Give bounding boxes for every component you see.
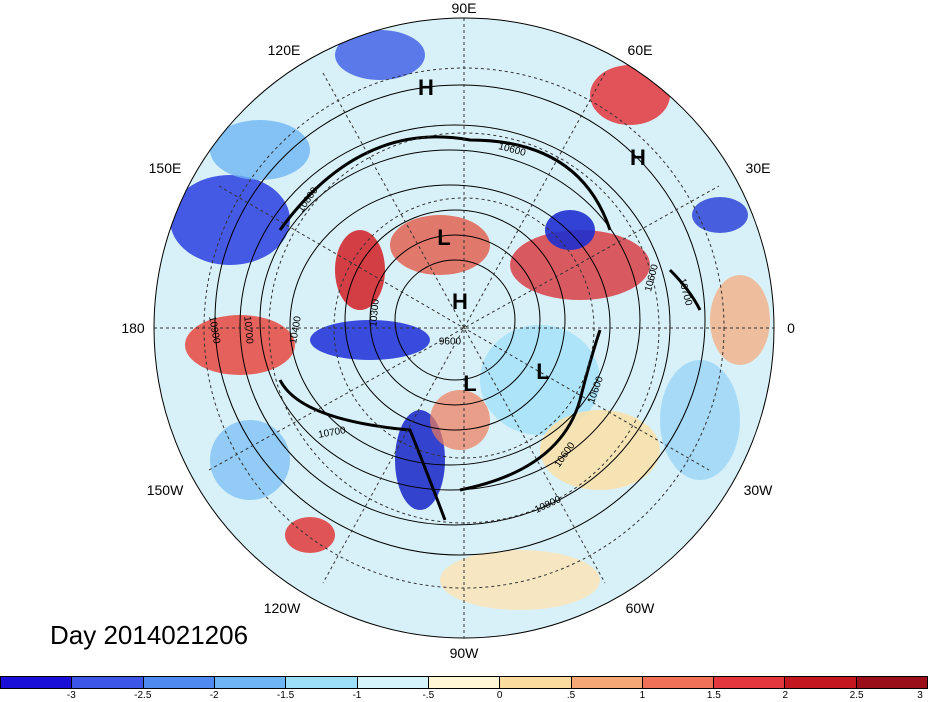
- colorbar-tick-label: 2: [782, 690, 788, 701]
- colorbar-tick-label: 2.5: [849, 690, 864, 701]
- lon-label-90w: 90W: [449, 645, 479, 661]
- colorbar-tick-label: 1.5: [706, 690, 721, 701]
- lon-label-120e: 120E: [267, 42, 301, 58]
- lon-label-150w: 150W: [146, 482, 184, 498]
- colorbar-tick-label: -.5: [422, 690, 435, 701]
- colorbar-box: [428, 677, 501, 688]
- high-pressure-marker: H: [418, 75, 434, 100]
- colorbar-box: [571, 677, 643, 688]
- graticule: [154, 18, 774, 638]
- colorbar-tick-label: -1.5: [276, 690, 295, 701]
- lon-label-150e: 150E: [148, 160, 182, 176]
- low-pressure-marker: L: [536, 359, 550, 384]
- colorbar-box: [714, 677, 786, 688]
- colorbar-box: [785, 677, 857, 688]
- colorbar-box: [72, 677, 144, 688]
- colorbar-box: [500, 677, 572, 688]
- colorbar-box: [143, 677, 215, 688]
- low-pressure-marker: L: [463, 371, 477, 396]
- lon-label-30e: 30E: [745, 160, 771, 176]
- colorbar-tick-label: -1: [352, 690, 362, 701]
- colorbar: [0, 676, 928, 689]
- colorbar-box: [357, 677, 429, 688]
- colorbar-box: [642, 677, 715, 688]
- colorbar-tick-label: 3: [917, 690, 923, 701]
- colorbar-tick-label: .5: [566, 690, 576, 701]
- colorbar-tick-label: 0: [496, 690, 503, 701]
- high-pressure-marker: H: [630, 145, 646, 170]
- colorbar-tick-label: -2: [209, 690, 219, 701]
- colorbar-tick-label: -2.5: [134, 690, 152, 701]
- colorbar-box: [286, 677, 358, 688]
- lon-label-180: 180: [121, 320, 145, 336]
- lon-label-90e: 90E: [451, 0, 477, 16]
- lon-label-30w: 30W: [743, 482, 773, 498]
- colorbar-tick-label: 1: [639, 690, 646, 701]
- lon-label-60e: 60E: [627, 42, 653, 58]
- lon-label-0: 0: [787, 320, 795, 336]
- colorbar-tick-label: -3: [66, 690, 76, 701]
- map-border: [153, 17, 775, 639]
- contour-label: 9600: [438, 336, 462, 348]
- high-pressure-marker: H: [452, 289, 468, 314]
- low-pressure-marker: L: [437, 225, 451, 250]
- lon-label-60w: 60W: [625, 600, 655, 616]
- colorbar-box: [214, 677, 287, 688]
- lon-label-120w: 120W: [263, 600, 301, 616]
- colorbar-box: [1, 677, 73, 688]
- contour-label: 10700: [241, 315, 255, 345]
- date-label: Day 2014021206: [50, 620, 249, 650]
- colorbar-box: [856, 677, 928, 688]
